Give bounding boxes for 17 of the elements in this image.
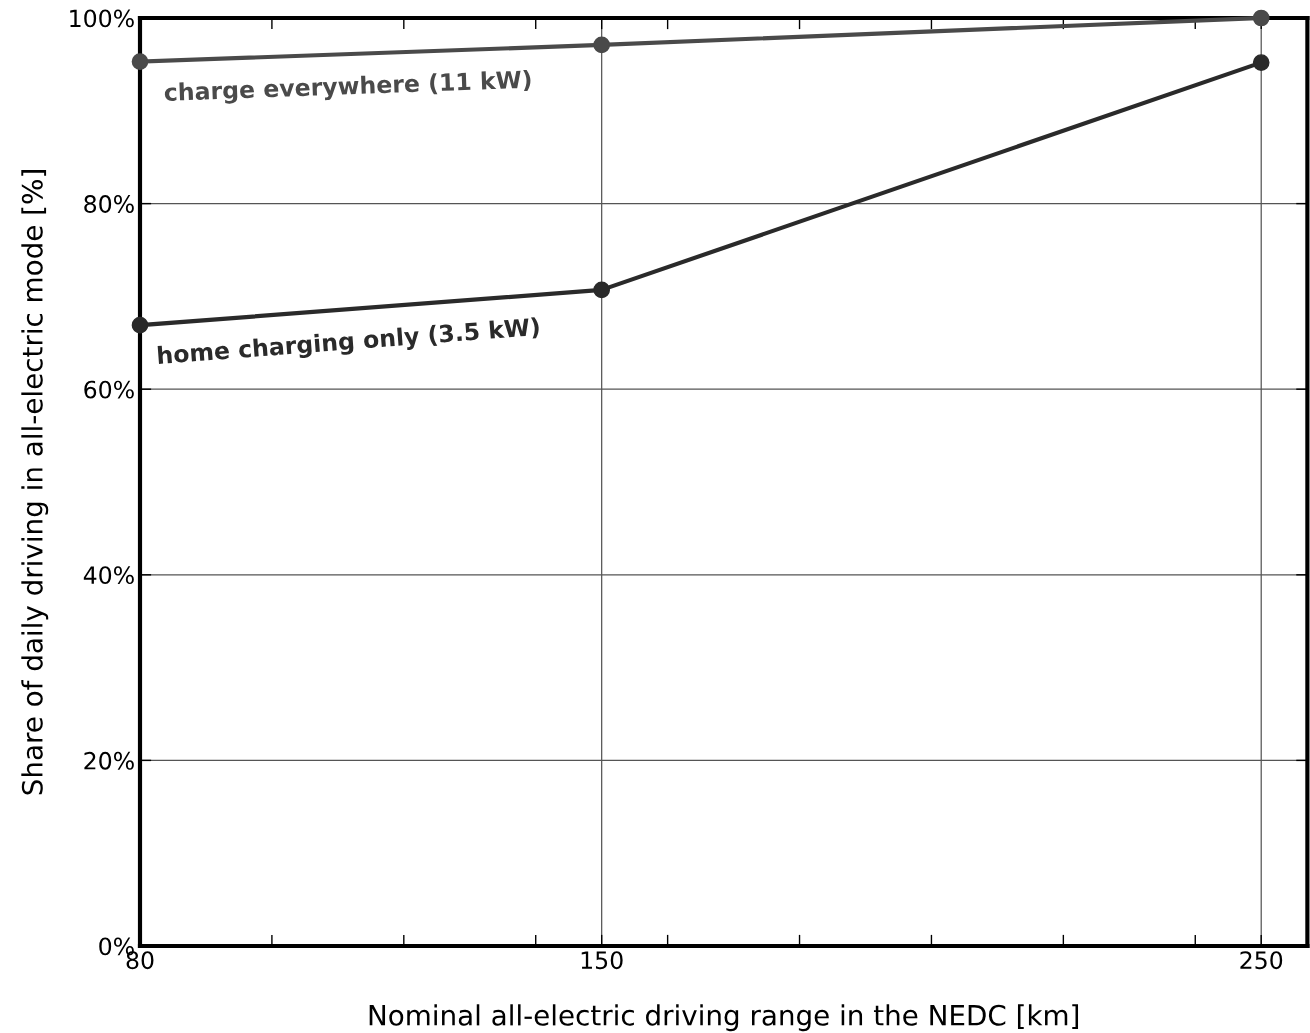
series-label: home charging only (3.5 kW) [157, 317, 540, 370]
y-tick-label: 100% [70, 9, 134, 28]
point [593, 36, 611, 54]
point [1252, 54, 1270, 71]
y-tick-label: 80% [84, 195, 134, 213]
y-axis-title: Share of daily driving in all-electric mode [%] [21, 170, 49, 795]
y-tick-label: 40% [83, 566, 134, 585]
y-tick-label: 20% [84, 751, 134, 770]
y-tick-label: 60% [84, 380, 134, 399]
series-label: charge everywhere (11 kW) [164, 69, 531, 106]
point [131, 53, 149, 70]
x-axis-title: Nominal all-electric driving range in the NEDC [km] [369, 1004, 1079, 1032]
point [131, 316, 149, 334]
point [1252, 9, 1270, 27]
point [593, 281, 611, 299]
x-tick-label: 150 [581, 951, 623, 970]
x-tick-label: 250 [1240, 951, 1283, 970]
